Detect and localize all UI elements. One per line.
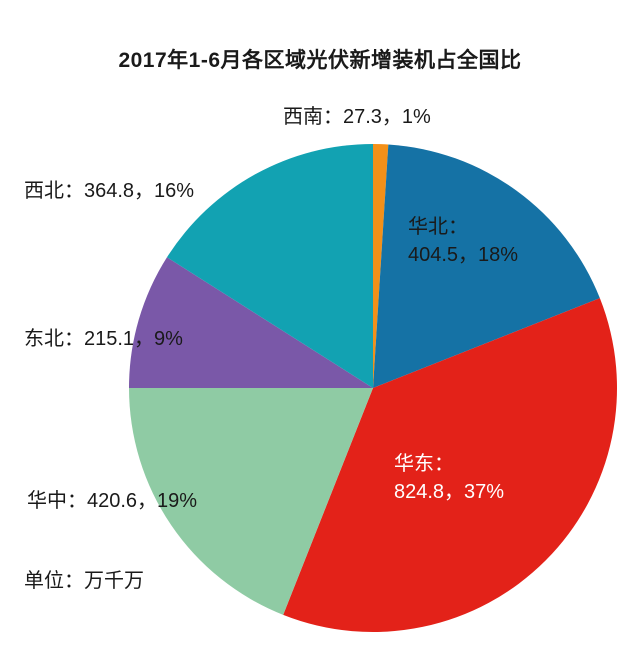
chart-title: 2017年1-6月各区域光伏新增装机占全国比 bbox=[118, 49, 522, 72]
pie-slice-huadong bbox=[283, 298, 618, 633]
pie-label-huabei: 华北： 404.5，18% bbox=[408, 213, 518, 269]
pie-label-xinan: 西南：27.3，1% bbox=[283, 106, 431, 128]
pie-label-huabei-name: 华北： bbox=[408, 216, 468, 238]
pie-label-dongbei: 东北：215.1，9% bbox=[24, 328, 183, 350]
pie-label-xibei: 西北：364.8，16% bbox=[24, 180, 195, 202]
pie-label-huazhong: 华中：420.6，19% bbox=[27, 490, 198, 512]
pie-label-huadong: 华东： 824.8，37% bbox=[394, 450, 504, 506]
pie-label-huadong-name: 华东： bbox=[394, 453, 454, 475]
pie-slice-dongbei bbox=[129, 257, 373, 388]
pie-slice-huabei bbox=[373, 144, 600, 388]
pie-slice-xinan bbox=[373, 144, 389, 388]
pie-label-huadong-value: 824.8，37% bbox=[394, 481, 505, 503]
pie-label-huabei-value: 404.5，18% bbox=[408, 244, 519, 266]
unit-note: 单位：万千万 bbox=[24, 570, 144, 592]
pie-slice-xibei bbox=[166, 144, 373, 388]
pie-slice-huazhong bbox=[129, 388, 373, 615]
